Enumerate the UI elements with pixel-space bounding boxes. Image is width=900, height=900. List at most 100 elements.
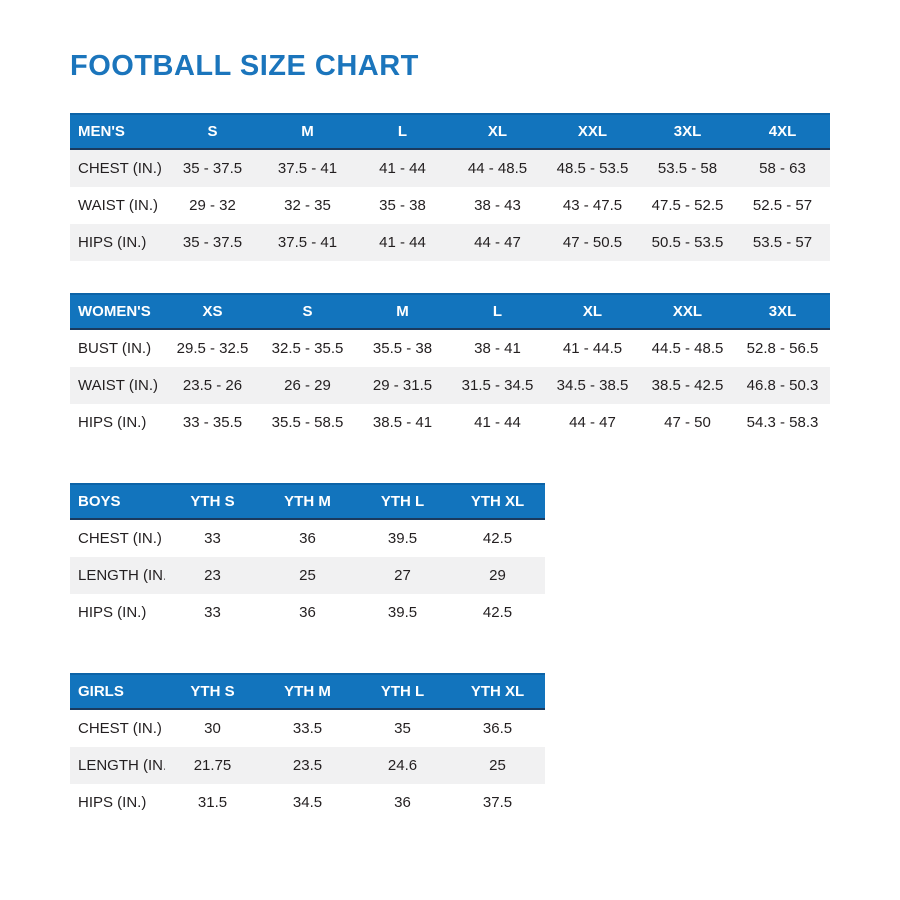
measurement-label: HIPS (IN.) [70,224,165,261]
measurement-label: HIPS (IN.) [70,784,165,821]
size-value-cell: 33 - 35.5 [165,404,260,441]
size-header-cell: YTH L [355,673,450,710]
size-header-cell: M [355,293,450,330]
size-header-cell: YTH S [165,673,260,710]
size-value-cell: 36 [260,594,355,631]
boys-size-table: BOYS YTH S YTH M YTH L YTH XL CHEST (IN.… [70,483,545,631]
table-row: LENGTH (IN.) 23 25 27 29 [70,557,545,594]
table-row: CHEST (IN.) 33 36 39.5 42.5 [70,520,545,557]
size-header-cell: YTH XL [450,483,545,520]
table-row: BUST (IN.) 29.5 - 32.5 32.5 - 35.5 35.5 … [70,330,830,367]
size-value-cell: 34.5 - 38.5 [545,367,640,404]
table-row: CHEST (IN.) 30 33.5 35 36.5 [70,710,545,747]
size-header-cell: S [165,113,260,150]
size-header-cell: XL [545,293,640,330]
size-header-cell: XL [450,113,545,150]
size-header-cell: XXL [640,293,735,330]
mens-size-table: MEN'S S M L XL XXL 3XL 4XL CHEST (IN.) 3… [70,113,830,261]
size-value-cell: 29 - 32 [165,187,260,224]
size-value-cell: 35.5 - 58.5 [260,404,355,441]
table-row: CHEST (IN.) 35 - 37.5 37.5 - 41 41 - 44 … [70,150,830,187]
page-title: FOOTBALL SIZE CHART [70,50,419,82]
table-row: LENGTH (IN.) 21.75 23.5 24.6 25 [70,747,545,784]
size-value-cell: 41 - 44 [355,224,450,261]
table-row: WAIST (IN.) 29 - 32 32 - 35 35 - 38 38 -… [70,187,830,224]
size-value-cell: 21.75 [165,747,260,784]
size-value-cell: 53.5 - 57 [735,224,830,261]
size-value-cell: 47.5 - 52.5 [640,187,735,224]
size-value-cell: 37.5 - 41 [260,224,355,261]
size-value-cell: 43 - 47.5 [545,187,640,224]
size-header-cell: XXL [545,113,640,150]
table-row: HIPS (IN.) 31.5 34.5 36 37.5 [70,784,545,821]
size-value-cell: 44 - 47 [545,404,640,441]
size-value-cell: 29 [450,557,545,594]
size-value-cell: 39.5 [355,520,450,557]
size-value-cell: 36 [355,784,450,821]
girls-table-title: GIRLS [70,673,165,710]
size-value-cell: 44.5 - 48.5 [640,330,735,367]
size-value-cell: 52.5 - 57 [735,187,830,224]
size-value-cell: 58 - 63 [735,150,830,187]
measurement-label: CHEST (IN.) [70,710,165,747]
size-header-cell: M [260,113,355,150]
size-header-cell: YTH S [165,483,260,520]
mens-header-row: MEN'S S M L XL XXL 3XL 4XL [70,113,830,150]
size-value-cell: 42.5 [450,594,545,631]
size-header-cell: 4XL [735,113,830,150]
size-value-cell: 37.5 - 41 [260,150,355,187]
measurement-label: CHEST (IN.) [70,520,165,557]
table-row: HIPS (IN.) 33 36 39.5 42.5 [70,594,545,631]
size-value-cell: 36.5 [450,710,545,747]
size-header-cell: YTH L [355,483,450,520]
size-header-cell: YTH M [260,483,355,520]
size-value-cell: 27 [355,557,450,594]
size-header-cell: 3XL [735,293,830,330]
size-value-cell: 35 [355,710,450,747]
measurement-label: LENGTH (IN.) [70,557,165,594]
girls-size-table: GIRLS YTH S YTH M YTH L YTH XL CHEST (IN… [70,673,545,821]
measurement-label: BUST (IN.) [70,330,165,367]
boys-header-row: BOYS YTH S YTH M YTH L YTH XL [70,483,545,520]
size-value-cell: 36 [260,520,355,557]
measurement-label: WAIST (IN.) [70,187,165,224]
size-value-cell: 41 - 44.5 [545,330,640,367]
size-value-cell: 33.5 [260,710,355,747]
size-value-cell: 38 - 43 [450,187,545,224]
size-value-cell: 37.5 [450,784,545,821]
womens-header-row: WOMEN'S XS S M L XL XXL 3XL [70,293,830,330]
size-header-cell: L [355,113,450,150]
womens-table-title: WOMEN'S [70,293,165,330]
size-header-cell: L [450,293,545,330]
size-value-cell: 33 [165,520,260,557]
measurement-label: HIPS (IN.) [70,404,165,441]
mens-table-title: MEN'S [70,113,165,150]
size-value-cell: 29 - 31.5 [355,367,450,404]
size-value-cell: 30 [165,710,260,747]
size-value-cell: 38.5 - 42.5 [640,367,735,404]
measurement-label: WAIST (IN.) [70,367,165,404]
size-value-cell: 25 [450,747,545,784]
size-value-cell: 53.5 - 58 [640,150,735,187]
measurement-label: LENGTH (IN.) [70,747,165,784]
size-value-cell: 34.5 [260,784,355,821]
size-value-cell: 38.5 - 41 [355,404,450,441]
girls-header-row: GIRLS YTH S YTH M YTH L YTH XL [70,673,545,710]
size-value-cell: 25 [260,557,355,594]
size-value-cell: 46.8 - 50.3 [735,367,830,404]
size-value-cell: 38 - 41 [450,330,545,367]
size-value-cell: 44 - 48.5 [450,150,545,187]
size-value-cell: 35.5 - 38 [355,330,450,367]
size-value-cell: 23 [165,557,260,594]
table-row: WAIST (IN.) 23.5 - 26 26 - 29 29 - 31.5 … [70,367,830,404]
size-header-cell: XS [165,293,260,330]
size-value-cell: 35 - 37.5 [165,224,260,261]
size-value-cell: 47 - 50 [640,404,735,441]
size-value-cell: 47 - 50.5 [545,224,640,261]
size-value-cell: 41 - 44 [355,150,450,187]
size-header-cell: YTH M [260,673,355,710]
size-value-cell: 35 - 38 [355,187,450,224]
size-value-cell: 26 - 29 [260,367,355,404]
size-value-cell: 24.6 [355,747,450,784]
